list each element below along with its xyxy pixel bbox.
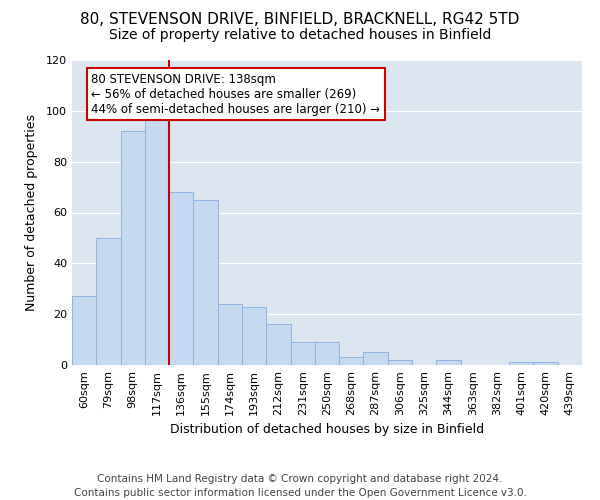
Bar [218,304,242,365]
Text: 80, STEVENSON DRIVE, BINFIELD, BRACKNELL, RG42 5TD: 80, STEVENSON DRIVE, BINFIELD, BRACKNELL… [80,12,520,28]
Bar [315,342,339,365]
Bar [121,131,145,365]
Text: Contains HM Land Registry data © Crown copyright and database right 2024.
Contai: Contains HM Land Registry data © Crown c… [74,474,526,498]
Bar [169,192,193,365]
Bar [145,118,169,365]
Bar [436,360,461,365]
Bar [533,362,558,365]
Bar [290,342,315,365]
Bar [388,360,412,365]
Bar [193,200,218,365]
Bar [266,324,290,365]
Bar [242,306,266,365]
Bar [364,352,388,365]
Bar [509,362,533,365]
Bar [339,358,364,365]
Text: 80 STEVENSON DRIVE: 138sqm
← 56% of detached houses are smaller (269)
44% of sem: 80 STEVENSON DRIVE: 138sqm ← 56% of deta… [91,72,380,116]
Bar [96,238,121,365]
Y-axis label: Number of detached properties: Number of detached properties [25,114,38,311]
Text: Size of property relative to detached houses in Binfield: Size of property relative to detached ho… [109,28,491,42]
Bar [72,296,96,365]
X-axis label: Distribution of detached houses by size in Binfield: Distribution of detached houses by size … [170,424,484,436]
